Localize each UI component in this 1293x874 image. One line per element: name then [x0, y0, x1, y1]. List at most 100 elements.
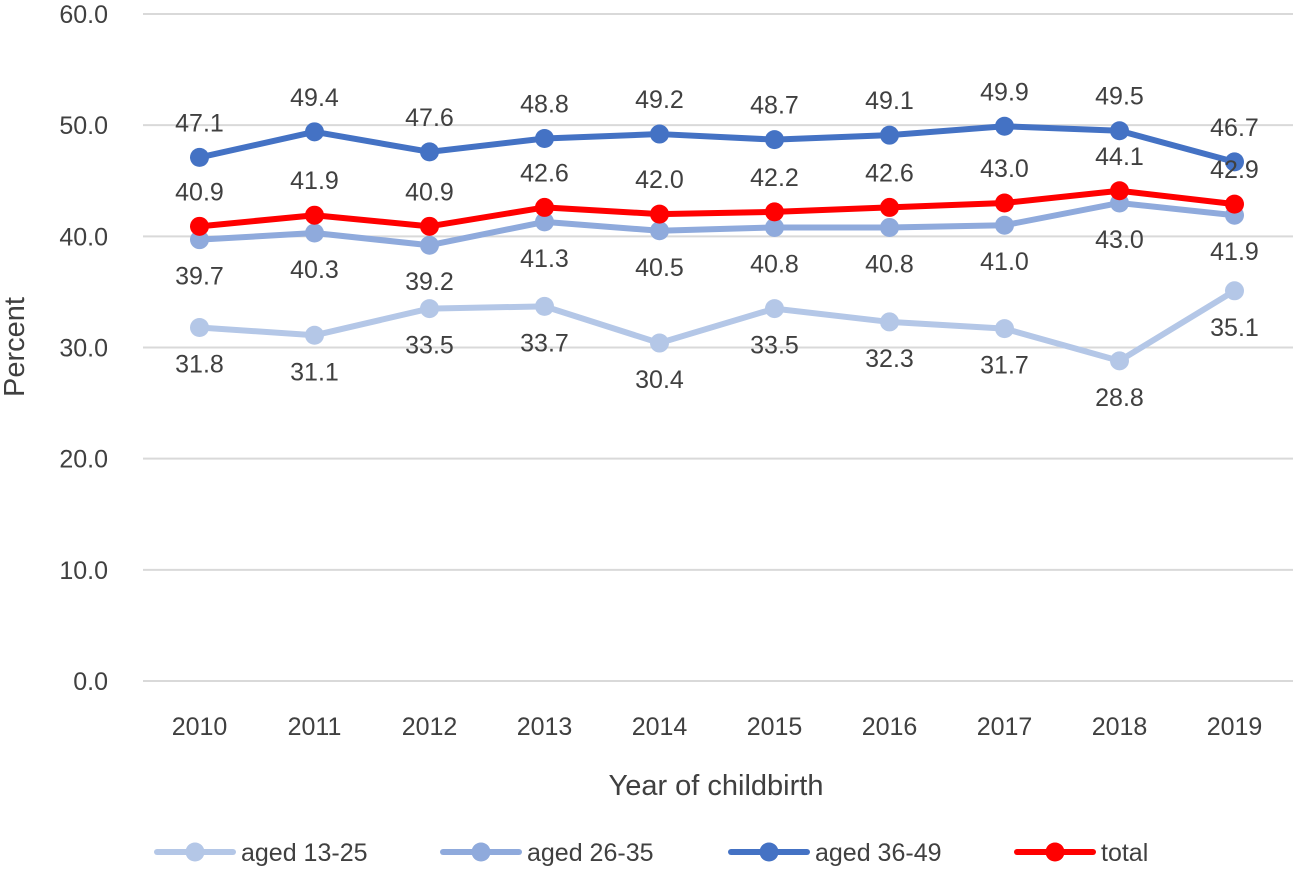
data-point: [1225, 281, 1244, 301]
series-line: [196, 123, 1238, 165]
data-label: 33.5: [750, 332, 799, 360]
x-tick-label: 2015: [747, 713, 803, 741]
legend-item-aged-36-49: aged 36-49: [728, 839, 942, 867]
data-point: [535, 212, 554, 232]
data-point: [305, 122, 324, 142]
data-label: 48.8: [520, 91, 569, 119]
y-tick-label: 50.0: [59, 112, 108, 140]
data-label: 40.8: [865, 250, 914, 278]
data-point: [420, 142, 439, 162]
data-point: [995, 215, 1014, 235]
legend-marker: [759, 842, 779, 862]
data-point: [650, 221, 669, 241]
data-label: 43.0: [1095, 226, 1144, 254]
series-aged-26-35: [190, 193, 1244, 255]
x-tick-label: 2018: [1092, 713, 1148, 741]
series-aged-13-25: [190, 281, 1244, 371]
data-label: 42.0: [635, 166, 684, 194]
data-label: 47.6: [405, 104, 454, 132]
gridlines: [143, 13, 1293, 682]
legend: aged 13-25 aged 26-35 aged 36-49 total: [154, 839, 1148, 867]
legend-marker: [1045, 842, 1065, 862]
data-point: [650, 204, 669, 224]
data-label: 49.2: [635, 86, 684, 114]
data-label: 49.4: [290, 84, 339, 112]
data-point: [1110, 181, 1129, 201]
legend-item-aged-26-35: aged 26-35: [440, 839, 654, 867]
data-label: 48.7: [750, 92, 799, 120]
data-point: [190, 216, 209, 236]
series-aged-36-49: [190, 116, 1244, 172]
data-point: [880, 217, 899, 237]
data-point: [305, 223, 324, 243]
x-tick-label: 2017: [977, 713, 1033, 741]
data-label: 30.4: [635, 366, 684, 394]
legend-label: aged 13-25: [241, 839, 368, 867]
data-point: [305, 205, 324, 225]
data-point: [880, 197, 899, 217]
data-label: 40.3: [290, 256, 339, 284]
x-tick-label: 2014: [632, 713, 688, 741]
series-group: [190, 116, 1244, 371]
data-label: 35.1: [1210, 314, 1259, 342]
data-label: 41.9: [1210, 238, 1259, 266]
data-point: [420, 299, 439, 319]
x-axis-title: Year of childbirth: [609, 770, 824, 802]
data-point: [765, 217, 784, 237]
series-line: [196, 287, 1238, 364]
data-label: 40.9: [175, 178, 224, 206]
legend-marker: [471, 842, 491, 862]
data-label: 33.7: [520, 329, 569, 357]
x-tick-label: 2019: [1207, 713, 1263, 741]
y-tick-label: 20.0: [59, 446, 108, 474]
data-point: [765, 130, 784, 150]
data-point: [535, 296, 554, 316]
data-label: 42.6: [520, 159, 569, 187]
data-point: [1225, 194, 1244, 214]
data-point: [995, 193, 1014, 213]
legend-item-aged-13-25: aged 13-25: [154, 839, 368, 867]
data-label: 42.6: [865, 159, 914, 187]
data-point: [420, 235, 439, 255]
data-point: [535, 197, 554, 217]
y-axis-ticks: 0.0 10.0 20.0 30.0 40.0 50.0 60.0: [59, 1, 108, 696]
data-label: 47.1: [175, 109, 224, 137]
x-tick-label: 2013: [517, 713, 573, 741]
y-axis-title: Percent: [0, 297, 31, 397]
y-tick-label: 30.0: [59, 335, 108, 363]
data-label: 49.1: [865, 87, 914, 115]
legend-label: total: [1101, 839, 1148, 867]
data-label: 40.8: [750, 250, 799, 278]
x-tick-label: 2010: [172, 713, 228, 741]
legend-item-total: total: [1014, 839, 1148, 867]
data-label: 28.8: [1095, 384, 1144, 412]
data-label: 46.7: [1210, 114, 1259, 142]
data-label: 39.2: [405, 268, 454, 296]
data-label: 42.9: [1210, 156, 1259, 184]
x-tick-label: 2016: [862, 713, 918, 741]
data-point: [880, 125, 899, 145]
data-label: 40.9: [405, 178, 454, 206]
data-label: 43.0: [980, 155, 1029, 183]
data-label: 41.0: [980, 248, 1029, 276]
data-point: [1225, 152, 1244, 172]
data-point: [650, 124, 669, 144]
data-point: [650, 333, 669, 353]
data-point: [190, 230, 209, 250]
data-point: [1110, 121, 1129, 141]
data-label: 39.7: [175, 263, 224, 291]
data-label: 41.9: [290, 167, 339, 195]
data-label: 33.5: [405, 332, 454, 360]
data-label: 31.1: [290, 358, 339, 386]
x-axis-ticks: 2010 2011 2012 2013 2014 2015 2016 2017 2018 2019: [172, 713, 1263, 741]
y-tick-label: 10.0: [59, 557, 108, 585]
data-label: 44.1: [1095, 143, 1144, 171]
data-label: 40.5: [635, 254, 684, 282]
data-point: [880, 312, 899, 332]
data-labels: 31.8 31.1 33.5 33.7 30.4 33.5 32.3 31.7 28.8 35.1…: [175, 78, 1259, 412]
x-tick-label: 2012: [402, 713, 458, 741]
data-point: [420, 216, 439, 236]
series-total: [190, 181, 1244, 236]
legend-marker: [185, 842, 205, 862]
data-point: [995, 116, 1014, 136]
